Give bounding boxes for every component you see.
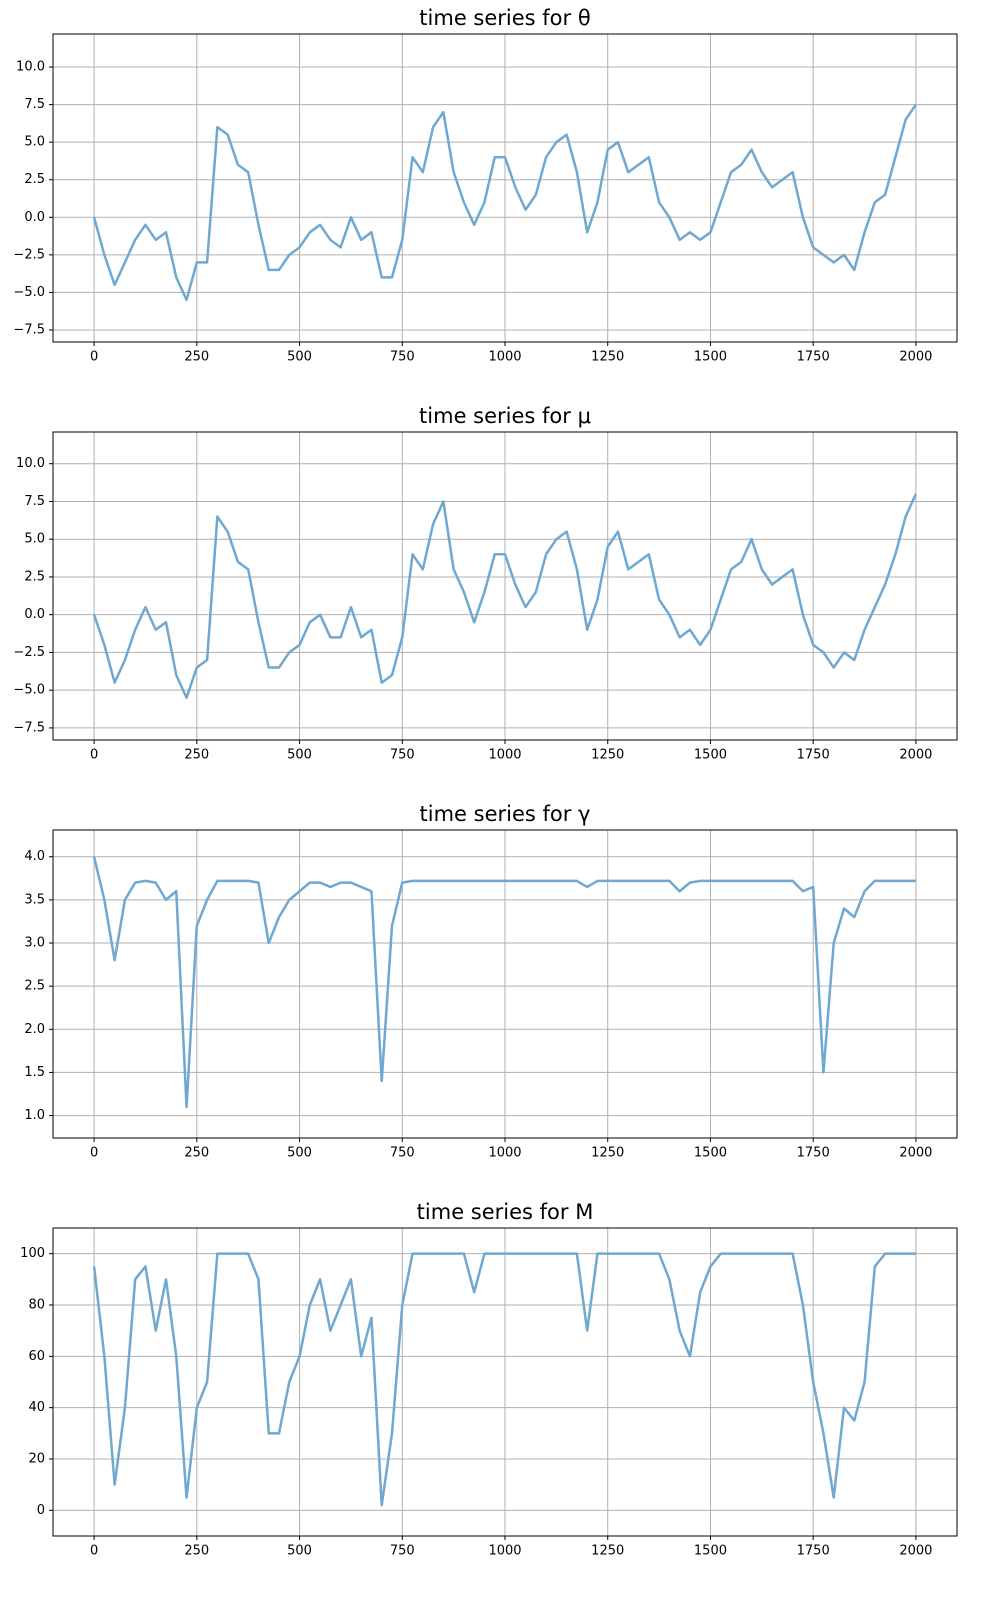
y-tick-label: 3.0 xyxy=(24,936,45,951)
x-tick-label: 0 xyxy=(90,748,98,763)
x-tick-label: 1500 xyxy=(694,748,727,763)
series-line xyxy=(92,103,917,302)
y-tick-label: −5.0 xyxy=(13,285,45,300)
x-tick-label: 500 xyxy=(287,350,312,365)
x-tick-label: 500 xyxy=(287,1146,312,1161)
x-tick-label: 2000 xyxy=(899,350,932,365)
x-tick-label: 1000 xyxy=(488,1146,521,1161)
y-tick-label: 1.5 xyxy=(24,1065,45,1080)
y-tick-label: 80 xyxy=(28,1298,45,1313)
x-tick-label: 0 xyxy=(90,1146,98,1161)
plot-frame xyxy=(52,1227,958,1537)
y-tick-label: 100 xyxy=(20,1246,45,1261)
y-tick-label: 5.0 xyxy=(24,532,45,547)
x-tick-label: 250 xyxy=(184,748,209,763)
y-tick-label: 2.5 xyxy=(24,979,45,994)
y-tick-label: 1.0 xyxy=(24,1108,45,1123)
y-tick-label: 2.0 xyxy=(24,1022,45,1037)
series-line xyxy=(92,1252,916,1507)
x-tick-label: 1000 xyxy=(488,350,521,365)
y-tick-label: 2.5 xyxy=(24,569,45,584)
plot-frame xyxy=(52,829,958,1139)
x-tick-label: 1500 xyxy=(694,1146,727,1161)
chart-title: time series for γ xyxy=(420,802,591,826)
x-tick-label: 250 xyxy=(184,1146,209,1161)
x-tick-label: 0 xyxy=(90,350,98,365)
y-tick-label: −2.5 xyxy=(13,247,45,262)
x-tick-label: 250 xyxy=(184,350,209,365)
x-tick-label: 1750 xyxy=(797,350,830,365)
chart-title: time series for M xyxy=(417,1200,594,1224)
x-tick-label: 1750 xyxy=(797,1544,830,1559)
x-tick-label: 750 xyxy=(390,1544,415,1559)
x-tick-label: 1500 xyxy=(694,1544,727,1559)
y-tick-label: 7.5 xyxy=(24,97,45,112)
x-tick-label: 1250 xyxy=(591,1146,624,1161)
x-tick-label: 1250 xyxy=(591,350,624,365)
y-tick-label: −7.5 xyxy=(13,720,45,735)
x-tick-label: 2000 xyxy=(899,1544,932,1559)
y-tick-label: 4.0 xyxy=(24,849,45,864)
x-tick-label: 1000 xyxy=(488,1544,521,1559)
x-tick-label: 1250 xyxy=(591,1544,624,1559)
y-tick-label: −2.5 xyxy=(13,645,45,660)
x-tick-label: 750 xyxy=(390,1146,415,1161)
y-tick-label: 0.0 xyxy=(24,607,45,622)
chart-title: time series for μ xyxy=(419,404,591,428)
y-tick-label: 3.5 xyxy=(24,892,45,907)
x-tick-label: 250 xyxy=(184,1544,209,1559)
x-tick-label: 1000 xyxy=(488,748,521,763)
y-tick-label: 60 xyxy=(28,1349,45,1364)
y-tick-label: −7.5 xyxy=(13,322,45,337)
x-tick-label: 1500 xyxy=(694,350,727,365)
y-tick-label: 20 xyxy=(28,1452,45,1467)
x-tick-label: 2000 xyxy=(899,748,932,763)
y-tick-label: 10.0 xyxy=(16,456,45,471)
y-tick-label: −5.0 xyxy=(13,683,45,698)
y-tick-label: 0.0 xyxy=(24,210,45,225)
x-tick-label: 0 xyxy=(90,1544,98,1559)
x-tick-label: 750 xyxy=(390,350,415,365)
y-tick-label: 10.0 xyxy=(16,60,45,75)
x-tick-label: 500 xyxy=(287,1544,312,1559)
plot-frame xyxy=(52,33,958,343)
y-tick-label: 0 xyxy=(37,1503,45,1518)
x-tick-label: 500 xyxy=(287,748,312,763)
chart-title: time series for θ xyxy=(419,6,590,30)
plot-frame xyxy=(52,431,958,741)
x-tick-label: 750 xyxy=(390,748,415,763)
x-tick-label: 1750 xyxy=(797,1146,830,1161)
y-tick-label: 5.0 xyxy=(24,135,45,150)
x-tick-label: 1750 xyxy=(797,748,830,763)
y-tick-label: 40 xyxy=(28,1400,45,1415)
x-tick-label: 1250 xyxy=(591,748,624,763)
y-tick-label: 2.5 xyxy=(24,172,45,187)
x-tick-label: 2000 xyxy=(899,1146,932,1161)
series-line xyxy=(92,493,918,699)
series-line xyxy=(92,856,916,1109)
y-tick-label: 7.5 xyxy=(24,494,45,509)
